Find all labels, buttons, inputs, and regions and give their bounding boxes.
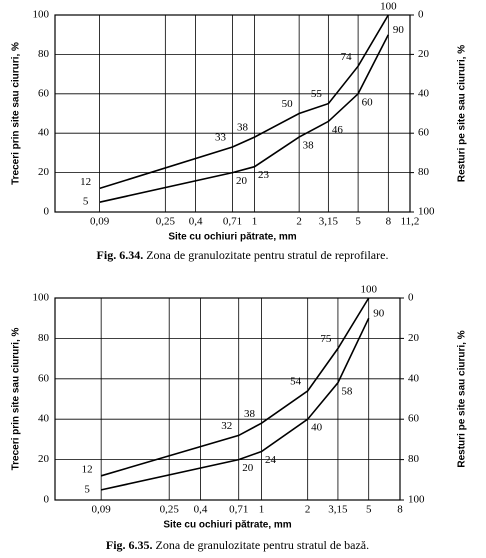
x-tick-label: 1 xyxy=(259,504,265,516)
y-tick-label: 20 xyxy=(38,453,50,465)
y-axis-title: Treceri prin site sau ciururi, % xyxy=(11,327,22,470)
value-label: 12 xyxy=(82,463,93,475)
y2-tick-label: 100 xyxy=(408,494,425,506)
y2-tick-label: 60 xyxy=(408,413,420,425)
x-axis-title: Site cu ochiuri pătrate, mm xyxy=(163,520,291,531)
y-tick-label: 100 xyxy=(33,292,50,304)
value-label: 40 xyxy=(311,422,323,434)
y2-tick-label: 100 xyxy=(418,206,435,218)
x-tick-label: 0,25 xyxy=(160,504,180,516)
value-label: 12 xyxy=(80,176,91,188)
value-label: 32 xyxy=(221,420,232,432)
y-tick-label: 60 xyxy=(38,87,50,99)
value-label: 33 xyxy=(215,132,227,144)
value-label: 23 xyxy=(258,169,270,181)
x-tick-label: 5 xyxy=(366,504,372,516)
x-tick-label: 2 xyxy=(305,504,311,516)
caption: Fig. 6.34. Zona de granulozitate pentru … xyxy=(97,248,389,262)
x-tick-label: 1 xyxy=(252,216,258,228)
y-tick-label: 40 xyxy=(38,413,50,425)
x-axis-title: Site cu ochiuri pătrate, mm xyxy=(168,232,296,243)
value-label: 55 xyxy=(311,88,323,100)
x-tick-label: 0,4 xyxy=(189,216,203,228)
y2-tick-label: 0 xyxy=(418,9,424,21)
x-tick-label: 0,09 xyxy=(92,504,112,516)
x-tick-label: 2 xyxy=(296,216,302,228)
value-label: 74 xyxy=(341,51,353,63)
value-label: 20 xyxy=(242,462,254,474)
plot-frame xyxy=(54,297,401,501)
x-tick-label: 11,2 xyxy=(401,216,420,228)
value-label: 100 xyxy=(360,284,377,296)
y2-tick-label: 0 xyxy=(408,292,414,304)
caption: Fig. 6.35. Zona de granulozitate pentru … xyxy=(106,538,369,552)
y2-tick-label: 20 xyxy=(408,332,420,344)
y-axis-title: Treceri prin site sau ciururi, % xyxy=(11,42,22,185)
y2-tick-label: 20 xyxy=(418,48,430,60)
curve xyxy=(100,297,370,477)
y2-tick-label: 40 xyxy=(418,87,430,99)
caption-text: Zona de granulozitate pentru stratul de … xyxy=(146,248,388,262)
value-label: 60 xyxy=(362,96,374,108)
y2-tick-label: 80 xyxy=(418,166,430,178)
y-tick-label: 60 xyxy=(38,372,50,384)
y-tick-label: 40 xyxy=(38,127,50,139)
value-label: 24 xyxy=(265,454,277,466)
value-label: 100 xyxy=(380,1,397,13)
value-label: 58 xyxy=(341,385,353,397)
value-label: 5 xyxy=(83,196,89,208)
x-tick-label: 0,4 xyxy=(194,504,208,516)
caption-label: Fig. 6.34. xyxy=(97,248,144,262)
x-tick-label: 0,71 xyxy=(223,216,242,228)
x-tick-label: 0,25 xyxy=(156,216,176,228)
x-tick-label: 5 xyxy=(355,216,361,228)
value-label: 46 xyxy=(332,124,344,136)
y2-tick-label: 40 xyxy=(408,372,420,384)
x-tick-label: 8 xyxy=(386,216,392,228)
value-label: 54 xyxy=(290,375,302,387)
caption-text: Zona de granulozitate pentru stratul de … xyxy=(156,538,370,552)
y-tick-label: 0 xyxy=(44,206,50,218)
x-tick-label: 8 xyxy=(397,504,403,516)
y-tick-label: 80 xyxy=(38,332,50,344)
y-tick-label: 80 xyxy=(38,48,50,60)
y-tick-label: 0 xyxy=(44,494,50,506)
y2-tick-label: 80 xyxy=(408,453,420,465)
value-label: 90 xyxy=(393,24,405,36)
x-tick-label: 0,71 xyxy=(229,504,248,516)
curve xyxy=(99,34,390,203)
value-label: 5 xyxy=(84,483,90,495)
y2-axis-title: Resturi pe site sau ciururi, % xyxy=(457,330,468,467)
curve xyxy=(99,14,389,190)
curve xyxy=(101,317,370,491)
y-tick-label: 20 xyxy=(38,166,50,178)
value-label: 20 xyxy=(236,175,248,187)
x-tick-label: 3,15 xyxy=(319,216,339,228)
y-tick-label: 100 xyxy=(33,9,50,21)
value-label: 50 xyxy=(282,98,294,110)
value-label: 75 xyxy=(320,333,332,345)
value-label: 38 xyxy=(237,122,249,134)
caption-label: Fig. 6.35. xyxy=(106,538,153,552)
y2-axis-title: Resturi pe site sau ciururi, % xyxy=(457,45,468,182)
value-label: 90 xyxy=(373,308,385,320)
x-tick-label: 0,09 xyxy=(90,216,110,228)
x-tick-label: 3,15 xyxy=(328,504,348,516)
value-label: 38 xyxy=(244,408,256,420)
y2-tick-label: 60 xyxy=(418,127,430,139)
value-label: 38 xyxy=(303,140,315,152)
